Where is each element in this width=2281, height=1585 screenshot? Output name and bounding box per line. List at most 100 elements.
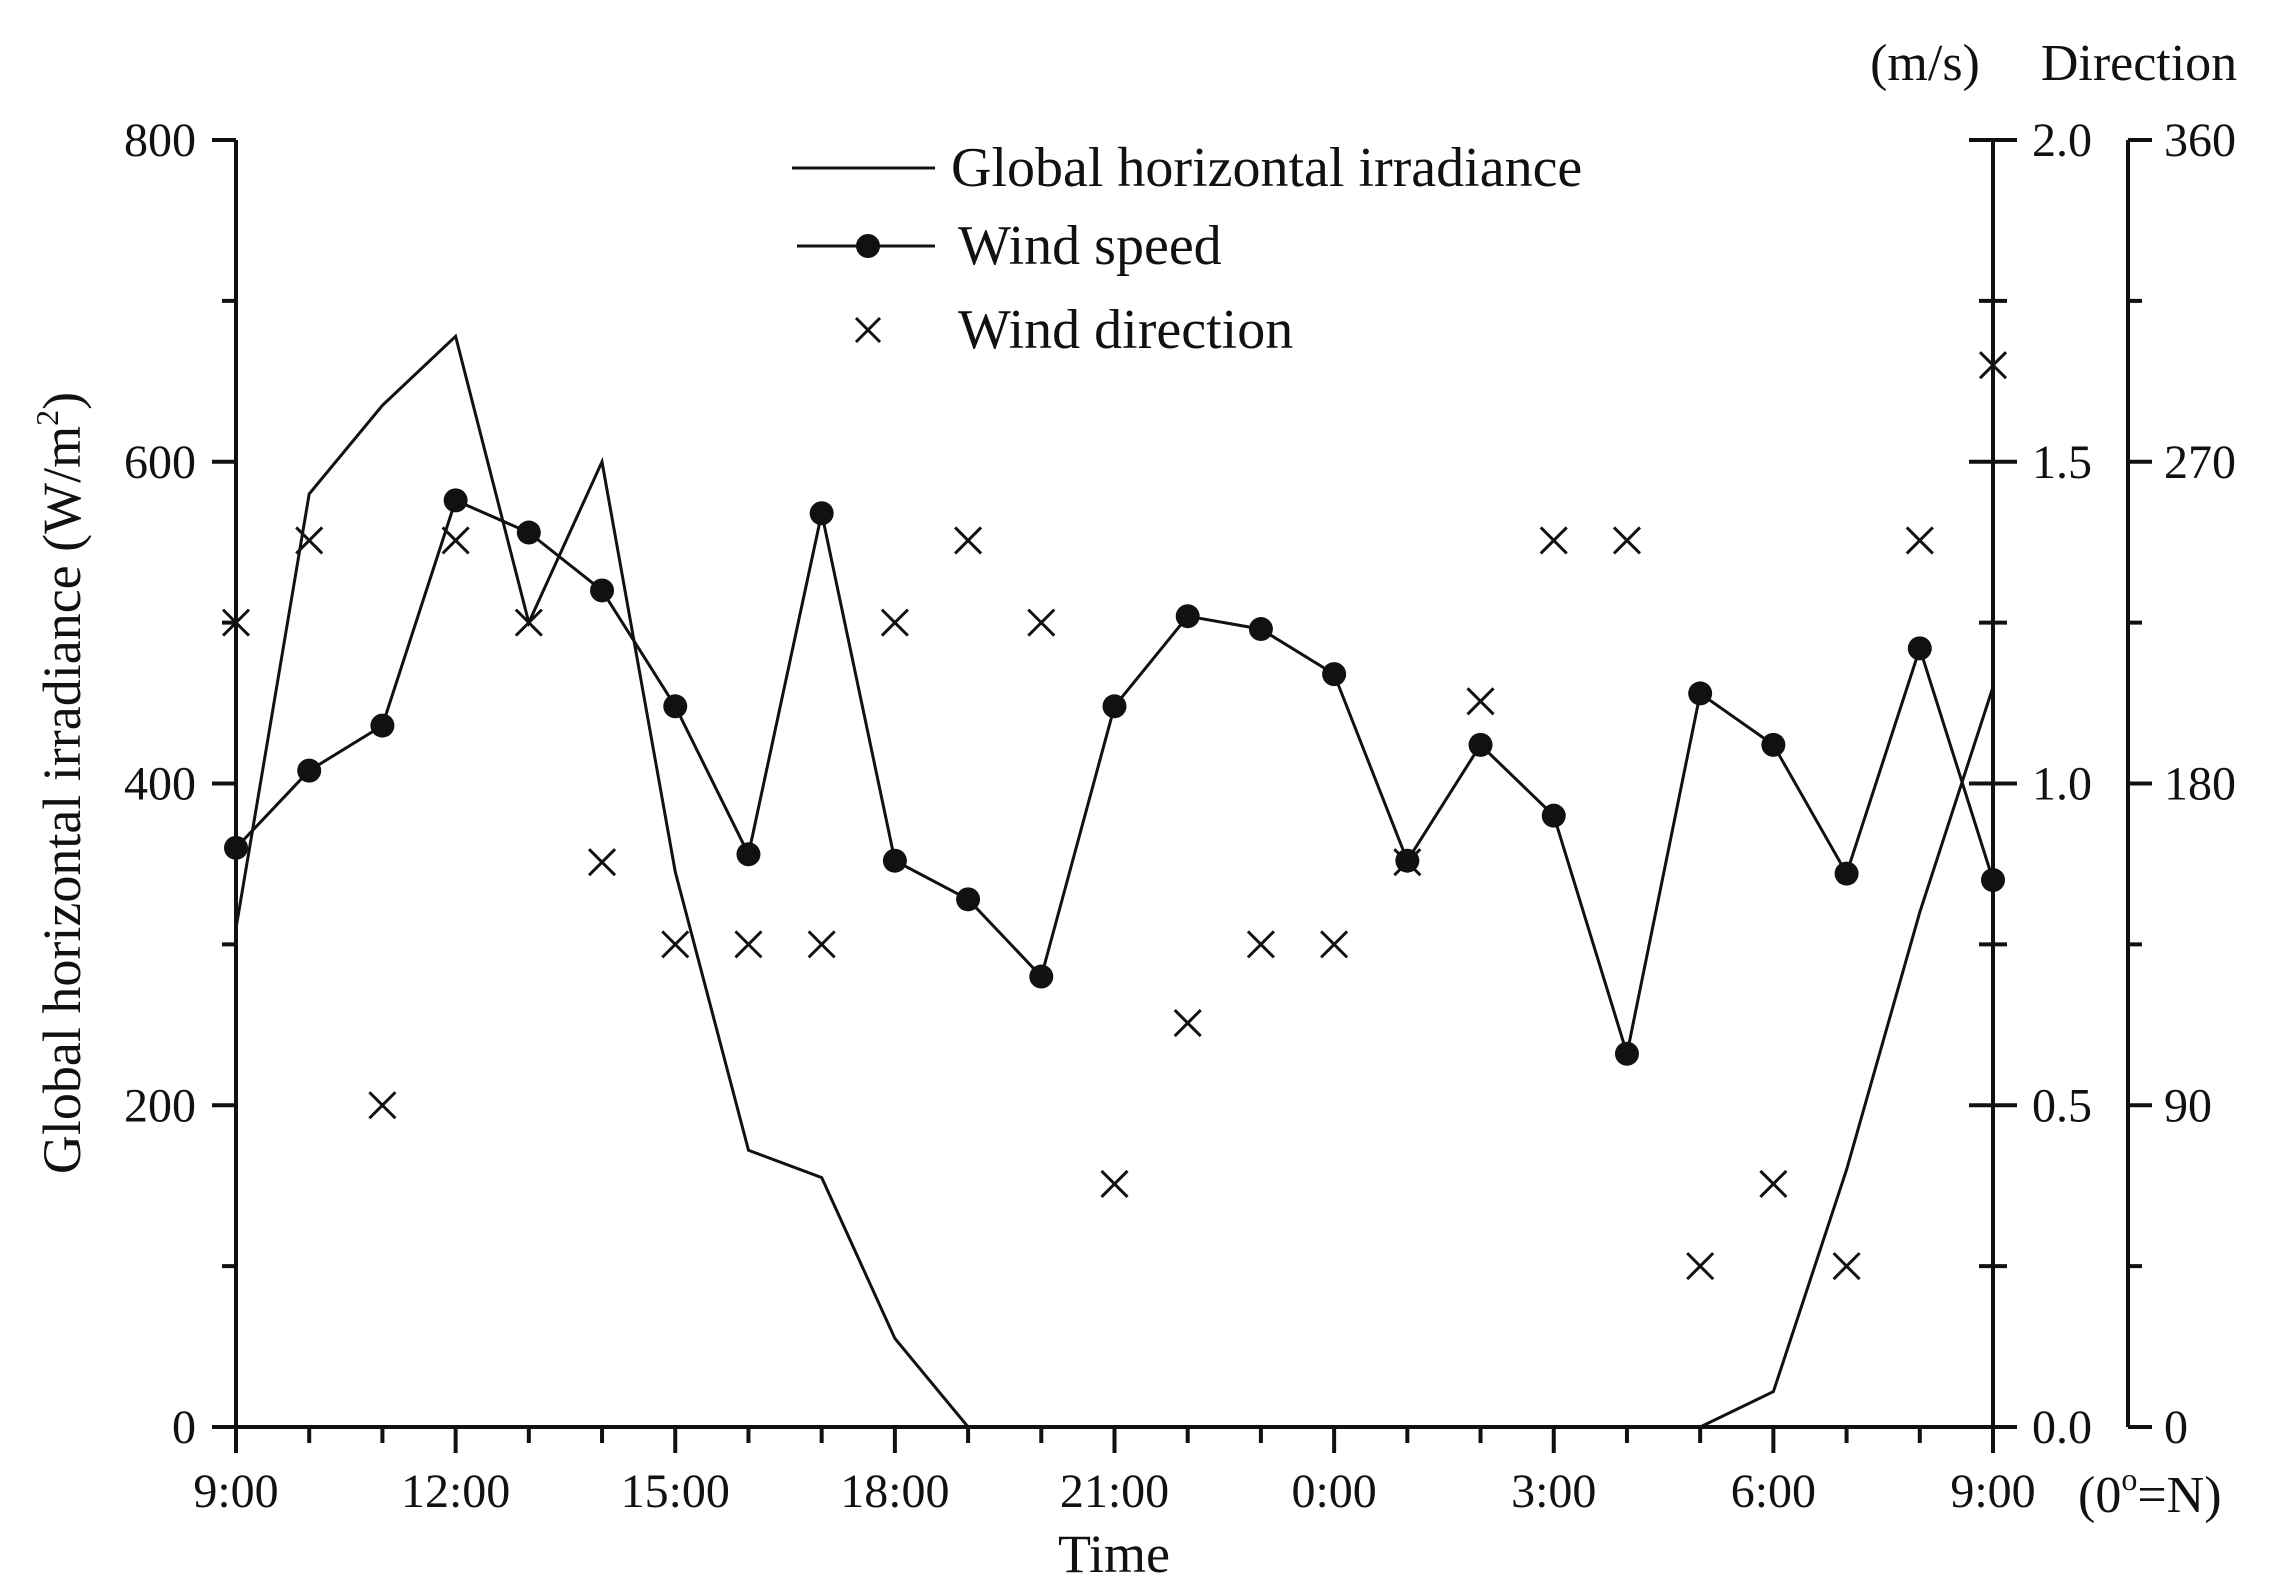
left-y-tick-label: 0 — [172, 1401, 196, 1454]
left-y-axis-title-superscript: 2 — [29, 410, 65, 426]
wind-direction-point-stroke — [221, 608, 251, 637]
wind-speed-series-line — [234, 498, 1995, 1055]
left-y-axis-title: Global horizontal irradiance (W/m2) — [29, 392, 92, 1174]
wind-speed-point — [224, 835, 248, 860]
wind-speed-point — [590, 578, 615, 603]
wind-direction-point — [1393, 848, 1422, 877]
wind-direction-point — [1539, 526, 1568, 555]
direction-zero-note: (0o=N) — [2078, 1461, 2222, 1524]
wind-direction-point-stroke — [1539, 526, 1568, 555]
x-tick-label: 9:00 — [193, 1465, 278, 1518]
wind-direction-point-stroke — [1100, 1169, 1129, 1198]
wind-speed-point — [736, 842, 761, 867]
wind-direction-point — [807, 930, 836, 959]
wind-direction-point — [734, 930, 763, 959]
wind-direction-point-stroke — [1173, 1008, 1202, 1038]
direction-y-tick-label: 270 — [2164, 436, 2236, 489]
wind-direction-point — [1759, 1169, 1788, 1198]
direction-y-tick-label: 90 — [2164, 1079, 2212, 1132]
left-y-tick-label: 800 — [124, 114, 196, 167]
left-y-tick-label: 400 — [124, 758, 196, 811]
wind-direction-point — [1832, 1252, 1861, 1281]
wind-direction-point — [1686, 1252, 1715, 1281]
wind-speed-point — [1029, 964, 1054, 989]
wind-speed-point — [443, 488, 468, 513]
legend-wind-speed-marker — [856, 234, 880, 258]
wind-direction-point — [1173, 1008, 1202, 1038]
wind-speed-point — [1907, 636, 1932, 661]
wind-speed-point — [1614, 1041, 1639, 1066]
wind-direction-point-stroke — [1832, 1252, 1861, 1281]
wind-direction-point-stroke — [661, 930, 690, 959]
legend-wind-direction-label: Wind direction — [958, 299, 1293, 361]
wind-direction-point-stroke — [441, 526, 470, 555]
legend-wind-direction-marker — [854, 316, 882, 344]
wind-direction-point-stroke — [1320, 930, 1349, 959]
speed-y-tick-label: 1.5 — [2032, 436, 2092, 489]
irradiance-series-line — [234, 333, 1995, 1429]
wind-direction-point — [1612, 526, 1642, 555]
x-tick-label: 6:00 — [1731, 1465, 1816, 1518]
wind-direction-point — [1027, 608, 1056, 637]
wind-speed-point — [1102, 694, 1127, 719]
x-tick-label: 12:00 — [401, 1465, 510, 1518]
x-tick-label: 0:00 — [1291, 1465, 1376, 1518]
x-tick-label: 9:00 — [1950, 1465, 2035, 1518]
wind-speed-point — [1175, 604, 1200, 629]
wind-direction-point-stroke — [514, 608, 543, 637]
wind-speed-point — [1834, 861, 1859, 886]
wind-direction-point — [1905, 526, 1934, 555]
wind-direction-point — [368, 1091, 397, 1120]
wind-direction-point-stroke — [1978, 351, 2008, 380]
wind-speed-point — [1981, 868, 2005, 893]
wind-direction-point-stroke — [1246, 930, 1275, 959]
wind-speed-point — [516, 520, 541, 545]
wind-speed-point — [882, 848, 907, 873]
wind-direction-point-stroke — [954, 526, 983, 555]
left-y-axis-title-close: ) — [32, 392, 92, 410]
legend: Global horizontal irradiance Wind speed … — [792, 137, 1582, 361]
wind-direction-point-stroke — [295, 526, 324, 555]
wind-direction-point-stroke — [880, 608, 909, 637]
speed-y-tick-label: 2.0 — [2032, 114, 2092, 167]
x-tick-label: 15:00 — [621, 1465, 730, 1518]
degree-superscript: o — [2121, 1461, 2137, 1497]
left-y-tick-label: 600 — [124, 436, 196, 489]
wind-direction-point-stroke — [1759, 1169, 1788, 1198]
wind-direction-point-stroke — [1686, 1252, 1715, 1281]
legend-irradiance-label: Global horizontal irradiance — [951, 137, 1582, 199]
wind-speed-point — [663, 694, 688, 719]
wind-direction-point-stroke — [1466, 687, 1495, 716]
wind-direction-point-stroke — [587, 848, 617, 877]
wind-direction-point — [880, 608, 909, 637]
wind-speed-point — [1322, 662, 1347, 687]
wind-direction-point-stroke — [1393, 848, 1422, 877]
wind-speed-point — [1468, 732, 1493, 757]
legend-wind-speed-label: Wind speed — [958, 215, 1222, 277]
wind-direction-point — [514, 608, 543, 637]
speed-y-tick-label: 0.5 — [2032, 1079, 2092, 1132]
wind-direction-point — [1466, 687, 1495, 716]
wind-direction-point-stroke — [734, 930, 763, 959]
wind-speed-point — [1248, 617, 1273, 642]
direction-y-tick-label: 360 — [2164, 114, 2236, 167]
wind-speed-point — [1761, 732, 1786, 757]
wind-direction-point — [1246, 930, 1275, 959]
speed-y-tick-label: 0.0 — [2032, 1401, 2092, 1454]
wind-speed-point — [1541, 803, 1566, 828]
wind-direction-point-stroke — [807, 930, 836, 959]
speed-y-tick-label: 1.0 — [2032, 758, 2092, 811]
wind-direction-point — [1978, 351, 2008, 380]
wind-speed-point — [370, 713, 395, 738]
x-axis-title: Time — [1058, 1524, 1170, 1584]
direction-y-tick-label: 0 — [2164, 1401, 2188, 1454]
wind-speed-point — [1688, 681, 1713, 706]
wind-direction-point — [441, 526, 470, 555]
left-y-tick-label: 200 — [124, 1079, 196, 1132]
wind-direction-point — [587, 848, 617, 877]
x-tick-label: 3:00 — [1511, 1465, 1596, 1518]
wind-speed-point — [956, 887, 981, 912]
wind-direction-point — [661, 930, 690, 959]
wind-direction-point — [295, 526, 324, 555]
